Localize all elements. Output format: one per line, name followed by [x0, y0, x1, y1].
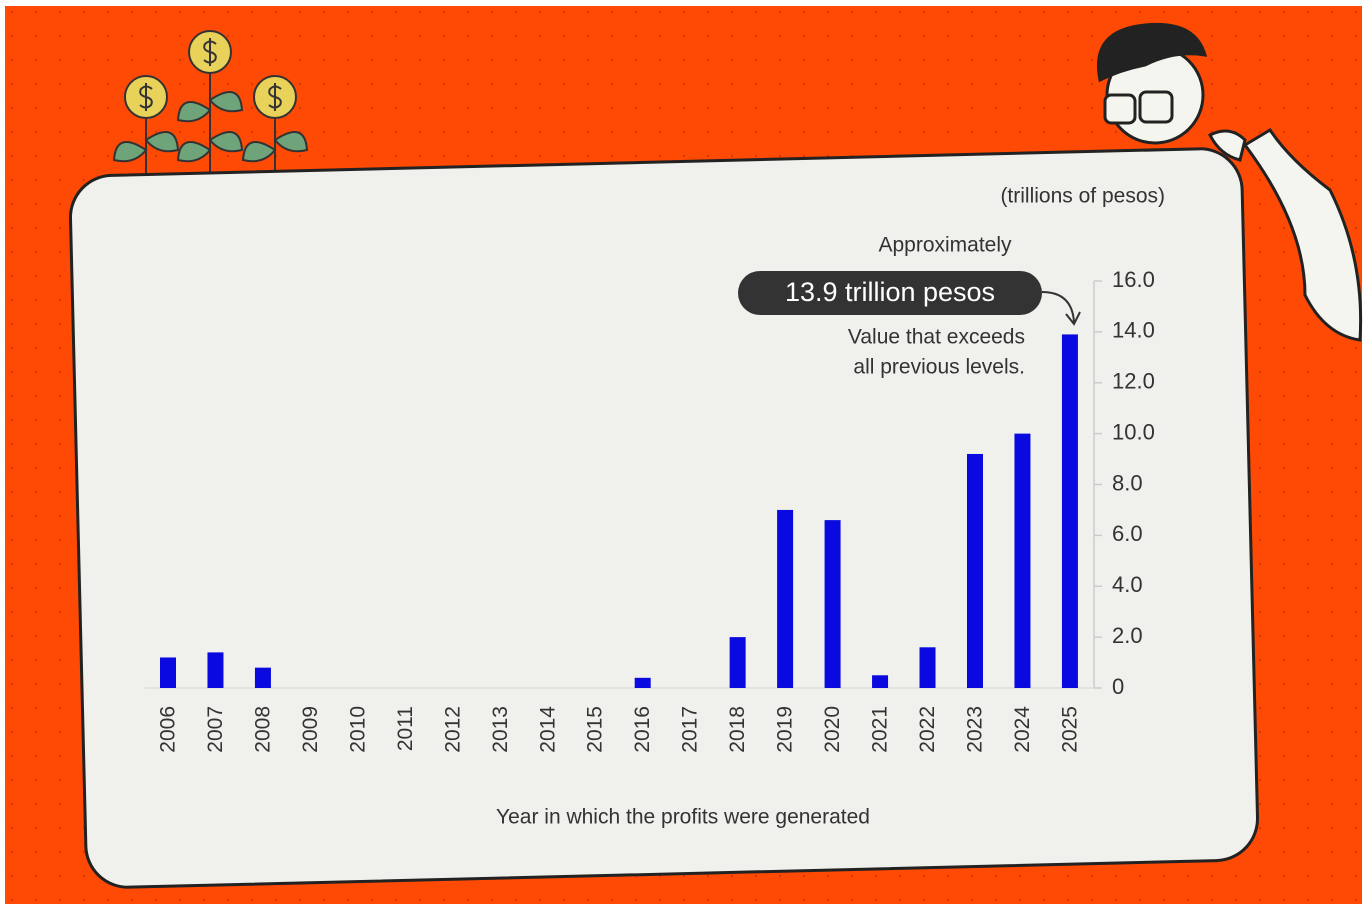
- y-tick-label: 8.0: [1112, 470, 1143, 495]
- x-tick-label: 2021: [869, 706, 892, 753]
- x-tick-label: 2014: [536, 706, 559, 753]
- y-tick-label: 2.0: [1112, 623, 1143, 648]
- x-tick-label: 2016: [631, 706, 654, 753]
- x-tick-label: 2017: [679, 706, 702, 753]
- annotation-note: all previous levels.: [853, 356, 1025, 379]
- bar: [160, 657, 176, 688]
- x-tick-label: 2007: [204, 706, 227, 753]
- x-tick-label: 2024: [1011, 706, 1034, 753]
- page: (trillions of pesos) Approximately 13.9 …: [0, 0, 1367, 909]
- x-axis-title: Year in which the profits were generated: [496, 806, 870, 829]
- y-tick-label: 12.0: [1112, 369, 1155, 394]
- bar: [777, 510, 793, 688]
- bar: [920, 647, 936, 688]
- bar: [1014, 434, 1030, 688]
- annotation-prefix: Approximately: [878, 234, 1012, 257]
- y-tick-label: 16.0: [1112, 267, 1155, 292]
- bar: [967, 454, 983, 688]
- x-tick-label: 2011: [394, 706, 417, 751]
- y-tick-label: 10.0: [1112, 419, 1155, 444]
- annotation-note: Value that exceeds: [848, 326, 1025, 349]
- bar: [1062, 334, 1078, 688]
- bar: [825, 520, 841, 688]
- y-tick-label: 4.0: [1112, 572, 1143, 597]
- chart: (trillions of pesos) Approximately 13.9 …: [0, 0, 1367, 909]
- bar: [730, 637, 746, 688]
- unit-label: (trillions of pesos): [1000, 185, 1165, 208]
- x-tick-label: 2009: [299, 706, 322, 753]
- x-tick-label: 2022: [916, 706, 939, 753]
- x-tick-label: 2012: [441, 706, 464, 753]
- x-tick-label: 2008: [251, 706, 274, 753]
- annotation-highlight: 13.9 trillion pesos: [785, 277, 995, 307]
- x-tick-label: 2006: [157, 706, 180, 753]
- bar: [635, 678, 651, 688]
- bar: [255, 668, 271, 688]
- x-tick-label: 2019: [774, 706, 797, 753]
- y-tick-label: 6.0: [1112, 521, 1143, 546]
- x-tick-label: 2018: [726, 706, 749, 753]
- x-tick-label: 2025: [1058, 706, 1081, 753]
- x-tick-label: 2010: [346, 706, 369, 753]
- y-tick-label: 14.0: [1112, 318, 1155, 343]
- x-tick-label: 2023: [963, 706, 986, 753]
- x-tick-label: 2015: [584, 706, 607, 753]
- x-tick-label: 2013: [489, 706, 512, 753]
- bar: [872, 675, 888, 688]
- bar: [207, 652, 223, 688]
- x-tick-label: 2020: [821, 706, 844, 753]
- card: [69, 148, 1258, 888]
- y-tick-label: 0: [1112, 674, 1124, 699]
